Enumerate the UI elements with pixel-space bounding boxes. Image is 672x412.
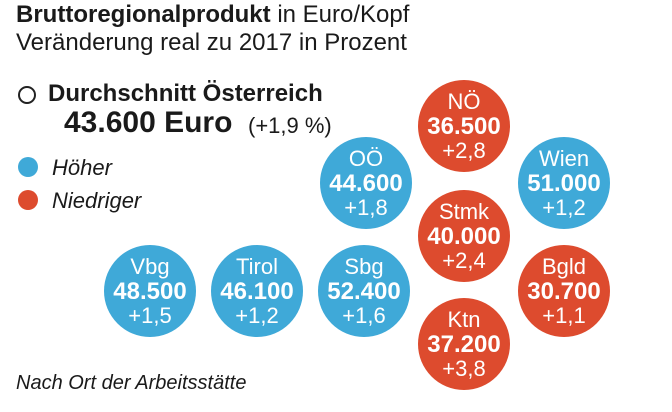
bubble-change-label: +2,4 xyxy=(442,247,486,273)
bubble-region-label: Vbg xyxy=(130,253,170,279)
bubble-region-label: Tirol xyxy=(236,253,278,279)
bubble-o: OÖ 44.600 +1,8 xyxy=(320,137,412,229)
bubble-change-label: +1,8 xyxy=(344,194,388,220)
bubble-change-label: +1,1 xyxy=(542,302,586,328)
average-label: Durchschnitt Österreich xyxy=(48,80,323,107)
chart-title: Bruttoregionalprodukt in Euro/Kopf xyxy=(16,2,409,28)
bubble-value-label: 48.500 xyxy=(113,277,187,305)
bubble-region-label: Bgld xyxy=(541,253,587,279)
bubble-region-label: Sbg xyxy=(344,253,384,279)
bubble-vbg: Vbg 48.500 +1,5 xyxy=(104,245,196,337)
bubble-value-label: 30.700 xyxy=(527,277,601,305)
bubble-region-label: Ktn xyxy=(447,306,481,332)
bubble-region-label: NÖ xyxy=(447,88,481,114)
bubble-value-label: 51.000 xyxy=(527,169,601,197)
bubble-stmk: Stmk 40.000 +2,4 xyxy=(418,190,510,282)
legend-higher-label: Höher xyxy=(52,155,112,180)
bubble-change-label: +3,8 xyxy=(442,355,486,381)
bubble-region-label: Stmk xyxy=(438,198,490,224)
bubble-value-label: 52.400 xyxy=(327,277,401,305)
footnote: Nach Ort der Arbeitsstätte xyxy=(16,372,247,394)
bubble-ktn: Ktn 37.200 +3,8 xyxy=(418,298,510,390)
bubble-bgld: Bgld 30.700 +1,1 xyxy=(518,245,610,337)
bubble-value-label: 37.200 xyxy=(427,330,501,358)
bubble-tirol: Tirol 46.100 +1,2 xyxy=(211,245,303,337)
chart-title-rest: in Euro/Kopf xyxy=(270,1,410,28)
average-change: (+1,9 %) xyxy=(248,113,332,138)
legend-higher-dot-icon xyxy=(18,157,38,177)
average-ring-icon xyxy=(18,86,36,104)
legend-lower-label: Niedriger xyxy=(52,188,142,213)
bubble-change-label: +1,6 xyxy=(342,302,386,328)
chart-subtitle: Veränderung real zu 2017 in Prozent xyxy=(16,29,407,56)
average-value: 43.600 Euro xyxy=(64,106,233,139)
bubble-change-label: +1,2 xyxy=(235,302,279,328)
bubble-change-label: +1,2 xyxy=(542,194,586,220)
bubble-region-label: Wien xyxy=(538,145,590,171)
bubble-value-label: 40.000 xyxy=(427,222,501,250)
bubble-value-label: 46.100 xyxy=(220,277,294,305)
bubble-region-label: OÖ xyxy=(348,145,384,171)
bubble-change-label: +2,8 xyxy=(442,137,486,163)
bubble-value-label: 44.600 xyxy=(329,169,403,197)
legend-lower-dot-icon xyxy=(18,190,38,210)
bubble-value-label: 36.500 xyxy=(427,112,501,140)
bubble-change-label: +1,5 xyxy=(128,302,172,328)
bubble-sbg: Sbg 52.400 +1,6 xyxy=(318,245,410,337)
chart-title-bold: Bruttoregionalprodukt xyxy=(16,1,271,28)
bubble-n: NÖ 36.500 +2,8 xyxy=(418,80,510,172)
bubble-wien: Wien 51.000 +1,2 xyxy=(518,137,610,229)
